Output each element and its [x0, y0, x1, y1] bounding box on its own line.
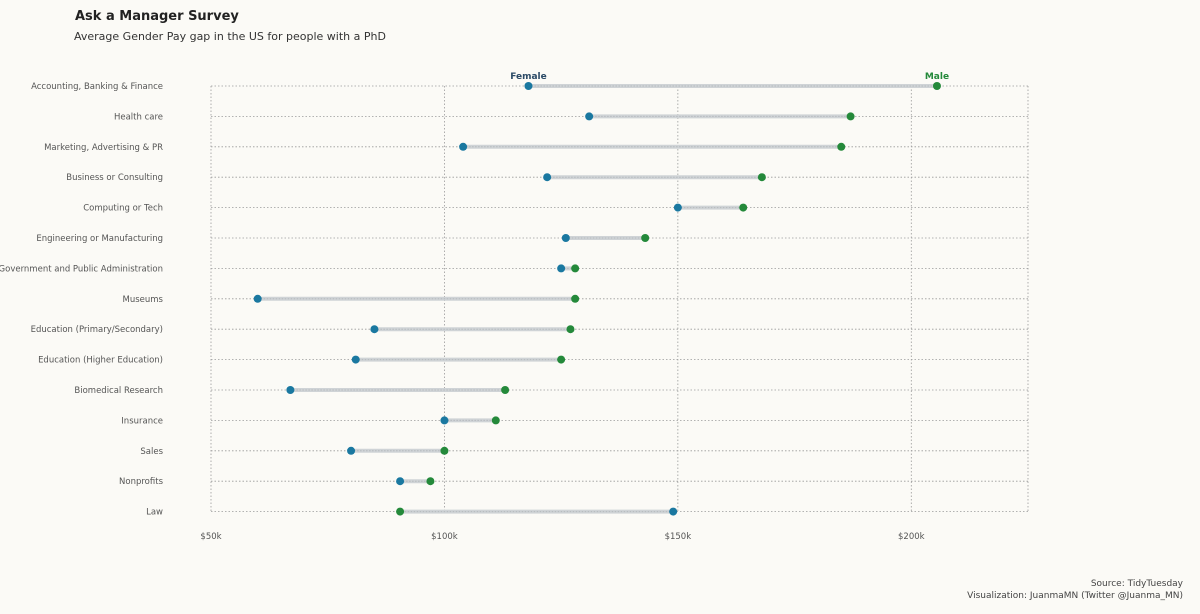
male-series-label: Male — [925, 72, 949, 82]
chart-subtitle: Average Gender Pay gap in the US for peo… — [74, 30, 386, 43]
category-label: Law — [146, 508, 163, 518]
category-label: Accounting, Banking & Finance — [31, 82, 163, 92]
x-tick-label: $200k — [898, 532, 925, 542]
category-label: Museums — [123, 295, 164, 305]
male-dot — [571, 294, 580, 303]
female-dot — [557, 264, 566, 273]
male-dot — [846, 112, 855, 121]
male-dot — [739, 203, 748, 212]
category-label: Education (Primary/Secondary) — [31, 325, 163, 335]
male-dot — [757, 173, 766, 182]
x-tick-label: $150k — [665, 532, 692, 542]
female-series-label: Female — [510, 72, 547, 82]
male-dot — [641, 234, 650, 242]
category-label: Nonprofits — [119, 477, 164, 487]
male-dot — [557, 355, 566, 364]
female-dot — [585, 112, 594, 121]
female-dot — [286, 386, 295, 394]
category-label: Insurance — [121, 416, 163, 426]
category-label: Health care — [114, 112, 163, 122]
male-dot — [932, 82, 941, 90]
female-dot — [561, 234, 570, 242]
male-dot — [396, 507, 405, 516]
male-dot — [440, 446, 449, 455]
female-dot — [524, 82, 533, 90]
male-dot — [837, 142, 846, 151]
male-dot — [491, 416, 500, 425]
category-label: Business or Consulting — [66, 173, 163, 183]
female-dot — [253, 294, 262, 303]
x-tick-label: $50k — [200, 532, 221, 542]
female-dot — [459, 142, 468, 151]
male-dot — [571, 264, 580, 273]
female-dot — [440, 416, 449, 425]
source-caption: Source: TidyTuesday — [1090, 579, 1183, 589]
category-label: Biomedical Research — [74, 386, 163, 396]
category-label: Marketing, Advertising & PR — [44, 143, 163, 153]
category-label: Engineering or Manufacturing — [36, 234, 163, 244]
male-dot — [426, 477, 435, 486]
female-dot — [673, 203, 682, 212]
male-dot — [501, 386, 510, 394]
female-dot — [370, 325, 379, 334]
x-tick-label: $100k — [431, 532, 458, 542]
chart-title: Ask a Manager Survey — [75, 9, 239, 24]
category-label: Computing or Tech — [83, 204, 163, 214]
male-dot — [566, 325, 575, 334]
category-label: Education (Higher Education) — [38, 356, 163, 366]
female-dot — [543, 173, 552, 182]
female-dot — [351, 355, 360, 364]
category-label: Government and Public Administration — [0, 264, 163, 274]
category-label: Sales — [140, 447, 163, 457]
female-dot — [347, 446, 356, 455]
female-dot — [669, 507, 678, 516]
visualization-caption: Visualization: JuanmaMN (Twitter @Juanma… — [967, 591, 1183, 601]
female-dot — [396, 477, 405, 486]
